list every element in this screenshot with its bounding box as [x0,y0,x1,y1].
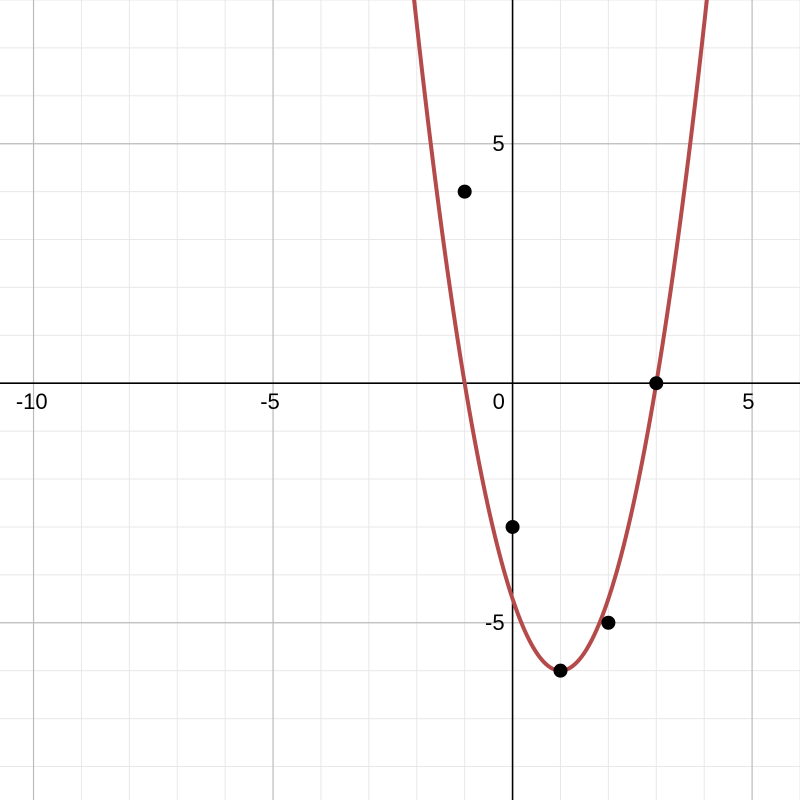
data-point [553,664,567,678]
y-tick-label: -5 [485,610,505,636]
x-tick-label: 5 [742,389,754,415]
y-tick-label: 5 [492,131,504,157]
data-point [506,520,520,534]
data-point [601,616,615,630]
data-point [649,376,663,390]
x-tick-label: 0 [493,389,505,415]
parabola-chart: -10 -5 0 5 5 -5 [0,0,800,800]
chart-canvas [0,0,800,800]
x-tick-label: -10 [16,389,48,415]
x-tick-label: -5 [260,389,280,415]
data-point [458,185,472,199]
